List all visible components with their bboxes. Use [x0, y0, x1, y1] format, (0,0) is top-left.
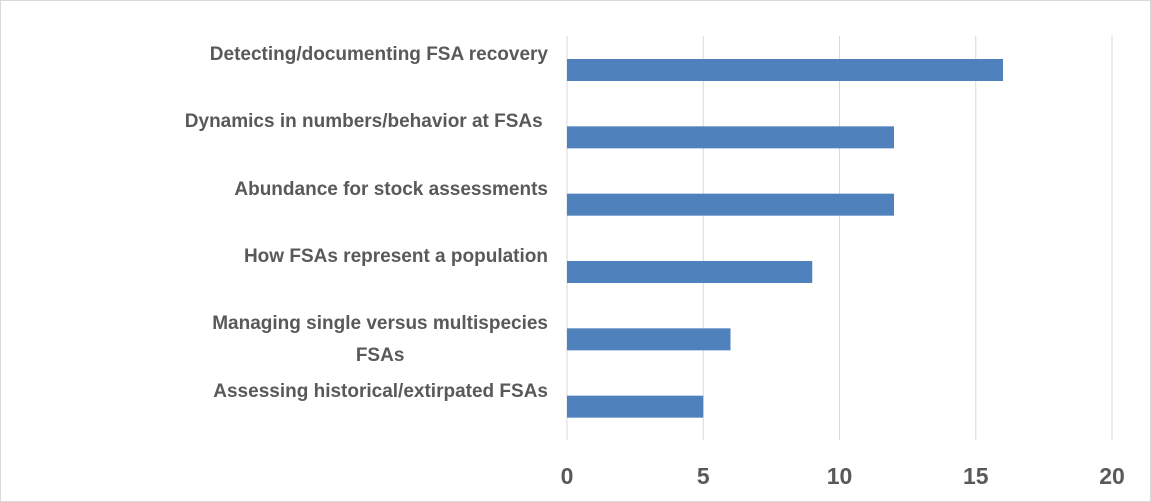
y-tick-label: Detecting/documenting FSA recovery [209, 44, 548, 65]
bar [567, 126, 894, 149]
y-tick-label: Abundance for stock assessments [234, 178, 548, 200]
bar [567, 395, 704, 418]
bar [567, 59, 1003, 81]
bar [567, 193, 894, 216]
y-tick-label: Managing single versus multispecies FSAs [212, 313, 548, 367]
bar [567, 261, 813, 283]
x-tick-label: 15 [963, 463, 989, 489]
x-tick-label: 10 [827, 463, 853, 489]
y-tick-label: Dynamics in numbers/behavior at FSAs [184, 111, 548, 133]
x-tick-label: 20 [1099, 463, 1125, 489]
x-tick-label: 5 [697, 463, 710, 489]
y-tick-label: How FSAs represent a population [243, 246, 548, 267]
bar [567, 328, 731, 351]
x-tick-label: 0 [561, 463, 574, 489]
y-tick-label: Assessing historical/extirpated FSAs [213, 380, 548, 402]
